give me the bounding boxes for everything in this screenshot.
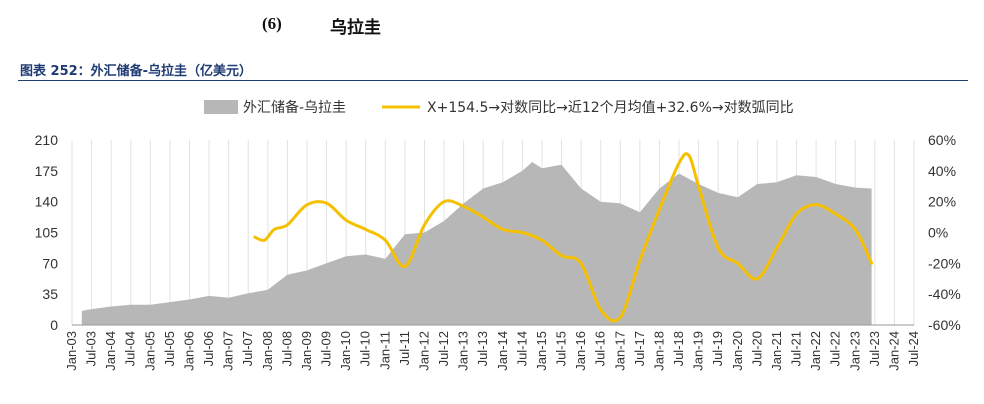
legend-label-reserves: 外汇储备-乌拉圭: [243, 99, 346, 116]
y-left-tick-label: 140: [35, 194, 59, 210]
x-tick-label: Jan-03: [64, 331, 79, 371]
section-number: (6): [262, 14, 282, 33]
x-tick-label: Jul-13: [475, 331, 490, 366]
legend: 外汇储备-乌拉圭 X+154.5→对数同比→近12个月均值+32.6%→对数弧同比: [204, 99, 794, 116]
figure-caption: 图表 252：外汇储备-乌拉圭（亿美元）: [20, 64, 253, 79]
x-tick-label: Jul-10: [358, 331, 373, 366]
y-right-tick-label: 0%: [928, 225, 948, 241]
y-left-tick-label: 105: [35, 225, 59, 241]
x-tick-label: Jul-15: [554, 331, 569, 366]
x-tick-label: Jan-05: [142, 331, 157, 371]
caption-divider: [18, 80, 968, 81]
x-tick-label: Jan-19: [691, 331, 706, 371]
x-tick-label: Jul-17: [632, 331, 647, 366]
x-tick-label: Jan-21: [769, 331, 784, 371]
y-right-tick-label: -20%: [928, 255, 961, 271]
x-tick-label: Jul-23: [867, 331, 882, 366]
y-left-tick-label: 175: [35, 163, 59, 179]
y-right-tick-label: 60%: [928, 132, 956, 148]
section-name: 乌拉圭: [330, 18, 381, 38]
x-tick-label: Jan-08: [260, 331, 275, 371]
x-tick-label: Jul-03: [84, 331, 99, 366]
x-tick-label: Jul-21: [789, 331, 804, 366]
x-tick-label: Jul-05: [162, 331, 177, 366]
x-tick-label: Jul-08: [279, 331, 294, 366]
x-tick-label: Jan-14: [495, 331, 510, 371]
growth-line: [253, 152, 874, 323]
section-heading: (6) 乌拉圭: [0, 8, 984, 42]
legend-label-growth: X+154.5→对数同比→近12个月均值+32.6%→对数弧同比: [427, 100, 794, 116]
y-left-tick-label: 35: [42, 286, 58, 302]
x-tick-label: Jan-06: [181, 331, 196, 371]
line-layer: [253, 152, 874, 323]
y-right-tick-label: -60%: [928, 317, 961, 333]
x-tick-label: Jul-16: [593, 331, 608, 366]
y-right-tick-label: 20%: [928, 194, 956, 210]
x-tick-label: Jul-07: [240, 331, 255, 366]
x-tick-label: Jan-23: [847, 331, 862, 371]
x-tick-label: Jan-13: [456, 331, 471, 371]
x-tick-label: Jul-20: [749, 331, 764, 366]
x-tick-label: Jul-22: [828, 331, 843, 366]
x-tick-label: Jul-24: [906, 331, 921, 366]
x-tick-label: Jan-17: [612, 331, 627, 371]
x-tick-label: Jul-04: [123, 331, 138, 366]
x-tick-label: Jan-18: [651, 331, 666, 371]
x-tick-label: Jan-20: [730, 331, 745, 371]
x-tick-label: Jul-09: [319, 331, 334, 366]
x-tick-label: Jan-24: [886, 331, 901, 371]
y-left-tick-label: 0: [50, 317, 58, 333]
x-tick-label: Jan-22: [808, 331, 823, 371]
x-tick-label: Jan-11: [377, 331, 392, 370]
y-right-tick-label: -40%: [928, 286, 961, 302]
axis-layer: Jan-03 Jul-03 Jan-04 Jul-04 Jan-05 Jul-05 Jan-…: [35, 132, 961, 371]
x-tick-label: Jul-11: [397, 331, 412, 365]
x-tick-label: Jan-10: [338, 331, 353, 371]
y-left-tick-label: 210: [35, 132, 59, 148]
area-layer: [81, 162, 872, 325]
x-tick-label: Jul-06: [201, 331, 216, 366]
x-tick-label: Jan-09: [299, 331, 314, 371]
x-tick-label: Jul-19: [710, 331, 725, 366]
x-tick-label: Jan-12: [416, 331, 431, 371]
y-left-tick-label: 70: [42, 255, 58, 271]
legend-swatch-reserves: [204, 100, 238, 114]
x-tick-label: Jan-04: [103, 331, 118, 371]
x-tick-label: Jan-07: [221, 331, 236, 371]
reserves-chart: Jan-03 Jul-03 Jan-04 Jul-04 Jan-05 Jul-05 Jan-…: [35, 99, 961, 371]
y-right-tick-label: 40%: [928, 163, 956, 179]
x-tick-label: Jan-15: [534, 331, 549, 371]
x-tick-label: Jul-18: [671, 331, 686, 366]
x-tick-label: Jul-12: [436, 331, 451, 366]
x-tick-label: Jul-14: [514, 331, 529, 366]
reserves-area: [81, 162, 872, 325]
x-tick-label: Jan-16: [573, 331, 588, 371]
